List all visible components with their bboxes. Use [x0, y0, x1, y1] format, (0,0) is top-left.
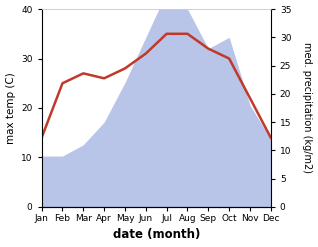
Y-axis label: max temp (C): max temp (C) — [5, 72, 16, 144]
Y-axis label: med. precipitation (kg/m2): med. precipitation (kg/m2) — [302, 42, 313, 173]
X-axis label: date (month): date (month) — [113, 228, 200, 242]
